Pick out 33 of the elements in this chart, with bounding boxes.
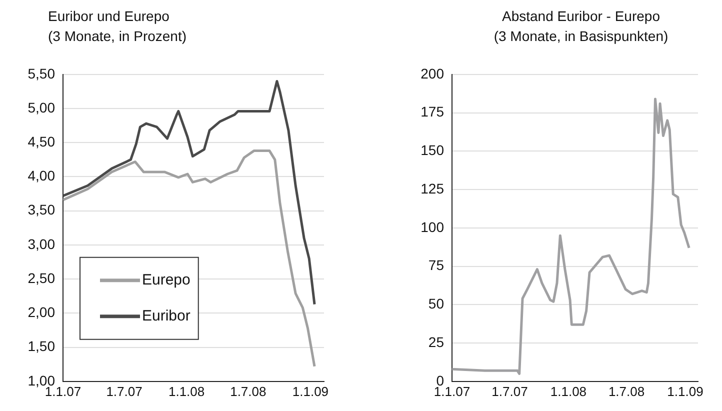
x-tick-label: 1.1.08 bbox=[168, 384, 205, 399]
legend-label: Eurepo bbox=[142, 272, 190, 289]
chart-subtitle: (3 Monate, in Basispunkten) bbox=[492, 27, 670, 46]
y-tick-label: 3,50 bbox=[28, 202, 56, 218]
y-tick-label: 75 bbox=[428, 257, 444, 274]
x-tick-label: 1.7.08 bbox=[608, 384, 645, 399]
legend-label: Euribor bbox=[142, 308, 190, 325]
y-tick-label: 150 bbox=[420, 142, 444, 158]
y-tick-label: 0 bbox=[436, 372, 444, 388]
y-tick-label: 100 bbox=[420, 218, 444, 235]
y-tick-label: 4,00 bbox=[28, 168, 56, 184]
chart-title: Euribor und Eurepo bbox=[48, 7, 170, 26]
x-tick-label: 1.1.08 bbox=[550, 384, 587, 399]
y-tick-label: 2,50 bbox=[28, 270, 56, 286]
y-tick-label: 3,00 bbox=[28, 236, 56, 252]
y-tick-label: 2,00 bbox=[28, 304, 56, 320]
y-tick-label: 50 bbox=[428, 296, 444, 312]
y-tick-label: 4,50 bbox=[28, 133, 56, 150]
y-tick-label: 5,00 bbox=[28, 99, 56, 116]
x-tick-label: 1.7.08 bbox=[230, 384, 266, 399]
y-tick-label: 25 bbox=[428, 334, 444, 350]
chart-subtitle: (3 Monate, in Prozent) bbox=[48, 27, 188, 46]
y-tick-label: 5,50 bbox=[28, 65, 56, 82]
x-tick-label: 1.7.07 bbox=[492, 384, 528, 399]
y-tick-label: 175 bbox=[420, 104, 444, 120]
y-tick-label: 200 bbox=[420, 65, 444, 82]
y-tick-label: 1,00 bbox=[28, 372, 56, 388]
x-tick-label: 1.1.09 bbox=[667, 384, 704, 399]
y-tick-label: 1,50 bbox=[28, 338, 56, 354]
x-tick-label: 1.1.09 bbox=[292, 384, 329, 399]
chart-title: Abstand Euribor - Eurepo bbox=[501, 7, 661, 26]
x-tick-label: 1.7.07 bbox=[106, 384, 142, 399]
y-tick-label: 125 bbox=[420, 180, 444, 196]
